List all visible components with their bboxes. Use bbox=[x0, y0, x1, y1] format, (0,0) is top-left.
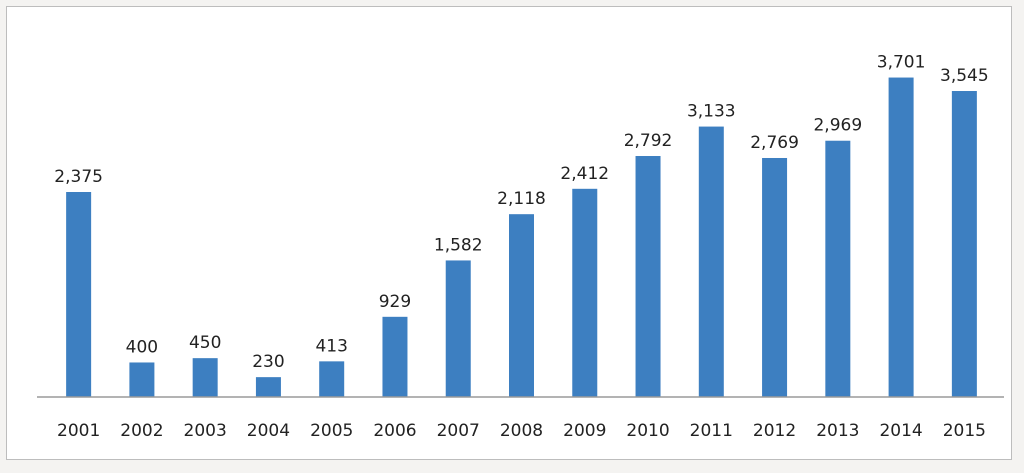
value-label-2004: 230 bbox=[252, 352, 284, 372]
value-labels-layer: 2,375 400 450 230 413 929 1,582 2,118 2,412 2,792… bbox=[54, 53, 988, 373]
x-tick-label-2009: 2009 bbox=[563, 421, 606, 441]
x-tick-label-2011: 2011 bbox=[690, 421, 733, 441]
value-label-2007: 1,582 bbox=[434, 235, 483, 255]
bar-2012 bbox=[762, 157, 788, 397]
value-label-2014: 3,701 bbox=[877, 53, 926, 73]
value-label-2003: 450 bbox=[189, 333, 221, 353]
x-tick-label-2006: 2006 bbox=[373, 421, 416, 441]
x-tick-label-2003: 2003 bbox=[184, 421, 227, 441]
value-label-2012: 2,769 bbox=[750, 133, 799, 153]
bar-2008 bbox=[509, 214, 534, 397]
value-label-2013: 2,969 bbox=[813, 116, 862, 136]
x-tick-label-2012: 2012 bbox=[753, 421, 796, 441]
bar-2003 bbox=[192, 358, 218, 397]
value-label-2010: 2,792 bbox=[624, 131, 673, 151]
x-tick-label-2014: 2014 bbox=[879, 421, 922, 441]
bar-2006 bbox=[382, 316, 408, 397]
x-tick-label-2015: 2015 bbox=[943, 421, 986, 441]
value-label-2001: 2,375 bbox=[54, 167, 103, 187]
x-tick-label-2005: 2005 bbox=[310, 421, 353, 441]
x-tick-label-2010: 2010 bbox=[626, 421, 669, 441]
x-tick-label-2008: 2008 bbox=[500, 421, 543, 441]
bar-chart: 2,375 400 450 230 413 929 1,582 2,118 2,412 2,792… bbox=[37, 53, 1004, 441]
value-label-2006: 929 bbox=[379, 292, 411, 312]
bar-2002 bbox=[129, 362, 155, 397]
value-label-2005: 413 bbox=[315, 336, 347, 356]
value-label-2002: 400 bbox=[126, 337, 158, 357]
x-tick-label-2007: 2007 bbox=[437, 421, 480, 441]
value-label-2011: 3,133 bbox=[687, 102, 736, 122]
chart-frame: 2,375 400 450 230 413 929 1,582 2,118 2,412 2,792… bbox=[6, 6, 1012, 460]
bar-2011 bbox=[698, 126, 724, 397]
value-label-2008: 2,118 bbox=[497, 189, 546, 209]
x-tick-labels-layer: 2001 2002 2003 2004 2005 2006 2007 2008 2009 2010… bbox=[57, 421, 986, 441]
bar-2010 bbox=[635, 156, 661, 397]
value-label-2015: 3,545 bbox=[940, 66, 989, 86]
bar-2014 bbox=[888, 77, 914, 398]
value-label-2009: 2,412 bbox=[560, 164, 609, 184]
x-tick-label-2013: 2013 bbox=[816, 421, 859, 441]
bar-2004 bbox=[255, 377, 281, 397]
bars-layer bbox=[66, 77, 977, 398]
bar-2007 bbox=[445, 260, 471, 397]
bar-2015 bbox=[951, 91, 977, 397]
x-tick-label-2004: 2004 bbox=[247, 421, 290, 441]
x-tick-label-2002: 2002 bbox=[120, 421, 163, 441]
bar-2009 bbox=[572, 188, 598, 397]
x-tick-label-2001: 2001 bbox=[57, 421, 100, 441]
bar-2001 bbox=[66, 192, 92, 397]
bar-2005 bbox=[319, 361, 345, 397]
bar-2013 bbox=[825, 140, 851, 397]
